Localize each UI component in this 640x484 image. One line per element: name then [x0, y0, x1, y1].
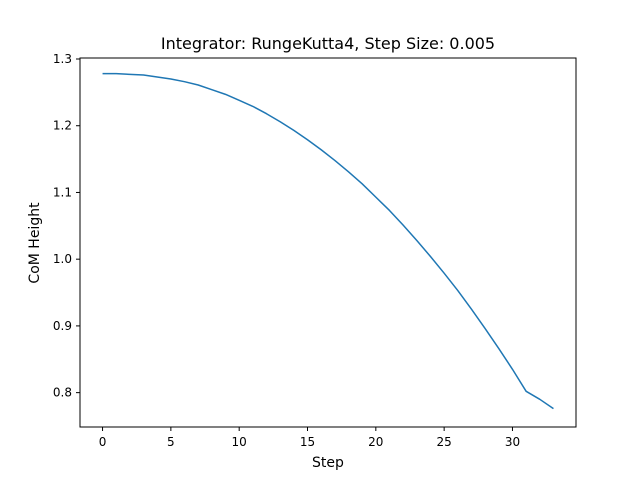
x-tick-label: 25	[437, 435, 452, 449]
y-tick-label: 1.0	[53, 252, 72, 266]
x-tick-label: 15	[300, 435, 315, 449]
y-tick-label: 1.2	[53, 119, 72, 133]
y-axis-label: CoM Height	[27, 202, 43, 284]
series-line	[102, 72, 554, 410]
x-axis-label: Step	[312, 455, 344, 471]
y-axis-ticks: 0.8 0.9 1.0 1.1 1.2 1.3	[53, 52, 80, 400]
y-tick-label: 0.8	[53, 386, 72, 400]
x-axis-ticks: 0 5 10 15 20 25 30	[99, 427, 520, 449]
x-tick-label: 0	[99, 435, 107, 449]
y-tick-label: 1.1	[53, 185, 72, 199]
y-tick-label: 1.3	[53, 52, 72, 66]
x-tick-label: 10	[232, 435, 247, 449]
y-tick-label: 0.9	[53, 319, 72, 333]
x-tick-label: 30	[505, 435, 520, 449]
x-tick-label: 20	[368, 435, 383, 449]
x-tick-label: 5	[167, 435, 175, 449]
chart-title: Integrator: RungeKutta4, Step Size: 0.00…	[161, 34, 495, 53]
plot-area-frame	[79, 57, 577, 428]
